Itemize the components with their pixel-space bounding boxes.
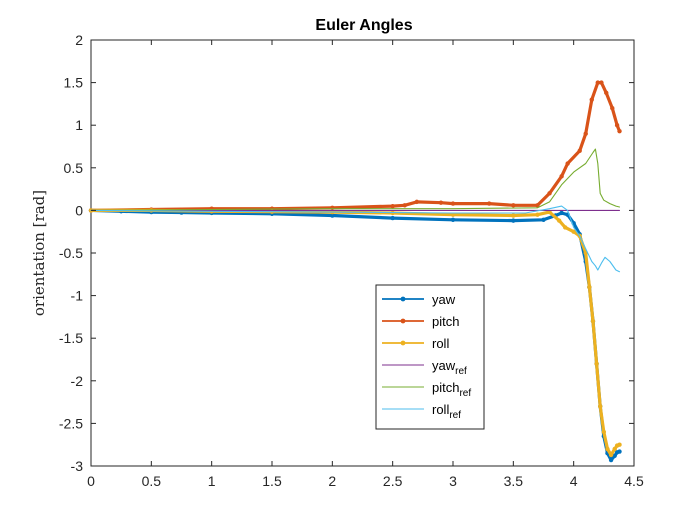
data-point-roll	[617, 442, 622, 447]
data-point-roll	[612, 446, 617, 452]
data-point-pitch	[565, 161, 570, 166]
legend-label-text: roll	[432, 402, 449, 417]
data-point-pitch	[511, 203, 516, 208]
legend-label-pitch-ref: pitchref	[432, 380, 471, 399]
data-point-roll	[535, 212, 540, 217]
x-tick-label: 4	[570, 473, 578, 489]
legend-label-pitch: pitch	[432, 314, 459, 329]
chart-title: Euler Angles	[315, 17, 412, 34]
x-tick-label: 1.5	[262, 473, 282, 489]
data-point-pitch	[595, 80, 600, 85]
x-tick-label: 0.5	[142, 473, 162, 489]
data-point-pitch	[610, 105, 615, 111]
legend-label-text: pitch	[432, 314, 459, 329]
legend-label-yaw-ref: yawref	[432, 358, 467, 377]
legend-box	[375, 284, 485, 430]
data-point-pitch	[617, 128, 622, 134]
y-tick-label: -1	[71, 288, 84, 304]
y-tick-label: 1	[75, 117, 83, 133]
data-point-roll	[556, 218, 562, 223]
data-point-yaw	[559, 210, 564, 216]
data-point-roll	[608, 452, 614, 458]
y-tick-label: -1.5	[59, 330, 83, 346]
data-point-yaw	[617, 449, 622, 454]
x-tick-label: 3.5	[504, 473, 524, 489]
series-line-pitch-ref	[90, 148, 621, 211]
data-point-roll	[598, 404, 603, 409]
y-tick-label: 0	[75, 202, 83, 218]
legend-label-subscript: ref	[455, 366, 467, 377]
data-point-roll	[547, 209, 552, 215]
data-point-roll	[511, 213, 516, 218]
data-point-pitch	[330, 205, 335, 211]
data-point-pitch	[559, 174, 564, 179]
data-point-yaw	[390, 215, 395, 221]
plot-frame	[90, 39, 635, 467]
data-point-pitch	[535, 203, 540, 208]
y-axis-label: orientation [rad]	[30, 190, 48, 316]
data-point-roll	[587, 284, 592, 290]
legend-marker-yaw	[400, 296, 406, 302]
series-line-roll-ref	[90, 205, 621, 273]
data-point-roll	[594, 361, 599, 366]
x-tick-label: 1	[208, 473, 216, 489]
data-point-pitch	[547, 191, 552, 196]
plot-area	[88, 39, 635, 467]
data-point-pitch	[450, 201, 456, 206]
data-point-roll	[563, 225, 568, 230]
data-point-pitch	[583, 131, 588, 136]
data-point-pitch	[589, 97, 594, 102]
data-point-yaw	[330, 213, 335, 218]
legend-label-text: roll	[432, 336, 449, 351]
data-point-pitch	[414, 199, 419, 205]
legend-label-roll: roll	[432, 336, 449, 351]
legend-label-yaw: yaw	[432, 292, 456, 307]
x-tick-label: 4.5	[624, 473, 644, 489]
y-tick-label: 0.5	[64, 160, 84, 176]
data-point-pitch	[402, 203, 407, 208]
legend-label-text: yaw	[432, 292, 456, 307]
y-tick-label: -3	[71, 458, 84, 474]
x-tick-label: 2	[328, 473, 336, 489]
data-point-yaw	[450, 217, 456, 222]
data-point-roll	[590, 318, 596, 324]
axis-ticks: 0 0.5 1 1.5 2 2.5 3 3.5 4 4.5 2 1.5 1 0.5 0 -0.5 -1 -1.5 -…	[59, 32, 644, 489]
y-tick-label: -2	[71, 373, 84, 389]
legend-label-subscript: ref	[459, 388, 471, 399]
data-point-roll	[601, 429, 607, 435]
data-point-roll	[571, 229, 576, 234]
data-point-pitch	[599, 80, 604, 85]
x-tick-label: 3	[449, 473, 457, 489]
x-tick-label: 2.5	[383, 473, 403, 489]
legend-label-text: pitch	[432, 380, 459, 395]
data-point-pitch	[604, 90, 609, 96]
data-point-pitch	[438, 200, 444, 205]
y-tick-label: 1.5	[64, 75, 84, 91]
y-tick-label: 2	[75, 32, 83, 48]
data-point-roll	[450, 212, 456, 217]
y-tick-label: -2.5	[59, 415, 83, 431]
data-point-pitch	[577, 148, 582, 153]
data-point-yaw	[511, 218, 516, 223]
legend-marker-pitch	[400, 318, 406, 324]
legend-label-subscript: ref	[449, 410, 461, 421]
legend-label-text: yaw	[432, 358, 456, 373]
data-point-yaw	[612, 453, 617, 458]
data-point-pitch	[487, 201, 492, 206]
data-point-yaw	[608, 457, 614, 463]
data-point-yaw	[541, 217, 546, 222]
x-tick-label: 0	[87, 473, 95, 489]
data-point-pitch	[390, 203, 395, 209]
legend-marker-roll	[400, 340, 406, 346]
data-point-roll	[605, 446, 610, 452]
data-point-pitch	[614, 123, 620, 128]
y-tick-label: -0.5	[59, 245, 83, 261]
legend-label-roll-ref: rollref	[432, 402, 461, 421]
